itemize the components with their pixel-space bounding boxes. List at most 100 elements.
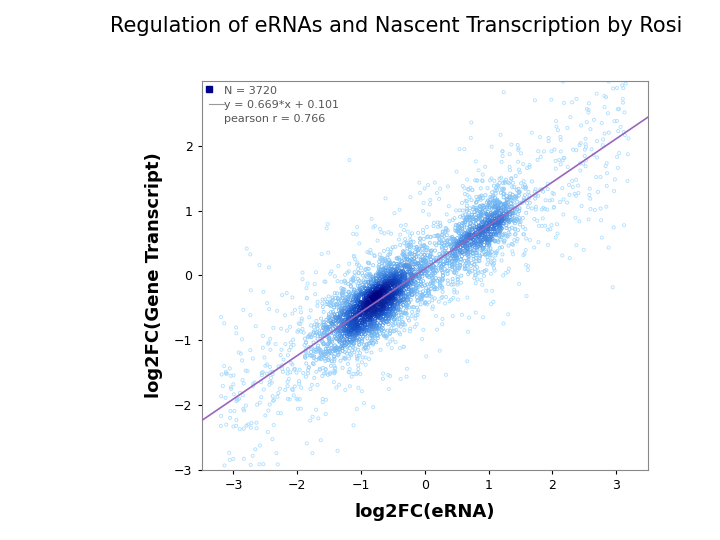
Point [421,267,433,276]
Point [421,254,433,262]
Point [404,274,415,283]
Point [339,320,351,329]
Point [436,262,448,271]
Point [484,235,495,244]
Point [378,302,390,310]
Point [350,292,361,300]
Point [389,294,400,302]
Point [331,343,343,352]
Point [346,316,358,325]
Point [399,269,410,278]
Point [380,287,392,295]
Point [451,278,463,287]
Point [364,270,376,279]
Point [348,339,360,348]
Point [350,323,361,332]
Point [372,331,383,340]
Point [374,276,385,285]
Point [299,341,310,349]
Point [351,313,363,321]
Point [464,193,475,201]
Point [356,299,367,307]
Point [347,275,359,284]
Point [451,252,462,261]
Point [348,273,359,282]
Point [384,294,396,303]
Point [585,194,596,203]
Point [374,267,386,276]
Point [454,246,466,255]
Point [323,325,334,334]
Point [485,233,497,241]
Point [364,323,375,332]
Point [353,302,364,311]
Point [448,244,459,252]
Point [364,288,376,297]
Point [400,309,412,318]
Point [497,214,508,223]
Point [376,293,387,301]
Point [416,262,428,271]
Point [459,249,470,258]
Point [486,219,498,227]
Point [391,326,402,334]
Point [352,346,364,354]
Point [508,183,520,191]
Point [282,351,294,360]
Point [372,311,383,320]
Point [315,346,326,355]
Point [618,221,630,230]
Point [359,296,370,305]
Point [464,245,476,254]
Point [399,279,410,288]
Point [363,329,374,338]
Point [451,167,462,176]
Point [408,271,419,280]
Point [321,347,333,356]
Point [343,302,354,311]
Point [427,266,438,274]
Point [402,314,413,322]
Point [384,260,396,268]
Point [523,262,534,271]
Point [422,181,433,190]
Point [225,372,236,380]
Point [382,326,394,335]
Point [518,177,529,186]
Point [387,279,398,288]
Point [348,369,359,378]
Point [369,279,380,288]
Point [431,188,443,197]
Point [310,356,322,364]
Point [501,201,513,210]
Point [599,92,611,100]
Point [411,320,423,328]
Point [464,313,475,322]
Point [364,292,375,300]
Point [318,351,330,360]
Point [404,261,415,270]
Point [282,382,293,390]
Point [397,272,408,280]
Point [297,275,308,284]
Point [358,300,369,308]
Point [473,242,485,251]
Point [364,287,376,295]
Point [377,276,389,285]
Point [388,272,400,281]
Point [361,294,372,302]
Point [225,414,236,422]
Point [332,300,343,309]
Point [377,305,389,313]
Point [338,296,350,305]
Point [395,295,406,303]
Point [382,294,394,302]
Point [446,258,457,266]
Point [415,295,427,304]
Point [542,225,554,234]
Point [364,248,375,257]
Point [420,266,431,275]
Point [387,299,398,308]
Point [491,211,503,219]
Point [497,216,508,225]
